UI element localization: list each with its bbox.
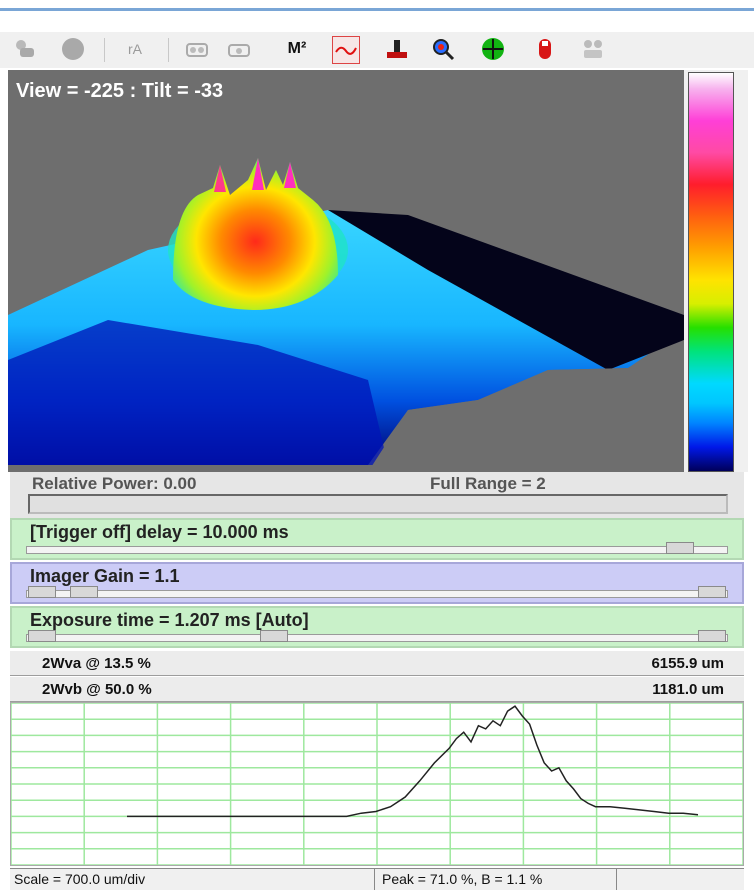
faded-cameras-icon[interactable] <box>580 36 606 62</box>
profile-curve-icon[interactable] <box>332 36 360 64</box>
toolbar-separator <box>168 38 169 62</box>
zoom-icon[interactable] <box>430 36 456 62</box>
view-tilt-label: View = -225 : Tilt = -33 <box>16 80 224 102</box>
toolbar <box>0 32 754 68</box>
measurement-value: 1181.0 um <box>652 681 724 698</box>
layers-icon[interactable] <box>12 36 38 62</box>
imager-gain-label: Imager Gain = 1.1 <box>30 566 180 586</box>
stage-icon[interactable] <box>384 36 410 62</box>
measurement-label: 2Wvb @ 50.0 % <box>42 681 152 698</box>
crosshair-icon[interactable] <box>480 36 506 62</box>
peak-label: Peak = 71.0 %, B = 1.1 % <box>382 871 543 887</box>
window-top-border <box>0 8 754 11</box>
footer-divider <box>616 869 617 890</box>
beam-3d-surface <box>8 158 684 472</box>
exposure-label: Exposure time = 1.207 ms [Auto] <box>30 610 309 630</box>
exposure-control: Exposure time = 1.207 ms [Auto] <box>10 606 744 648</box>
scale-label: Scale = 700.0 um/div <box>14 871 146 887</box>
m2-icon[interactable]: M² <box>284 36 310 62</box>
m2-label: M² <box>287 40 307 57</box>
colorbar-panel <box>684 70 748 472</box>
profile-curve <box>127 705 699 818</box>
beam-3d-view[interactable]: View = -225 : Tilt = -33 <box>8 70 684 472</box>
trigger-slider-track[interactable] <box>26 546 728 554</box>
plot-footer: Scale = 700.0 um/div Peak = 71.0 %, B = … <box>10 868 744 890</box>
trigger-slider-thumb[interactable] <box>666 542 694 554</box>
imager-gain-control: Imager Gain = 1.1 <box>10 562 744 604</box>
circle-icon[interactable] <box>60 36 86 62</box>
measurement-label: 2Wva @ 13.5 % <box>42 655 151 672</box>
gain-slider-end[interactable] <box>698 586 726 598</box>
intensity-colorbar <box>688 72 734 472</box>
gain-slider-track[interactable] <box>26 590 728 598</box>
gain-slider-thumb-2[interactable] <box>70 586 98 598</box>
toolbar-separator <box>104 38 105 62</box>
exposure-slider-thumb[interactable] <box>28 630 56 642</box>
measurement-row-vb: 2Wvb @ 50.0 % 1181.0 um <box>10 676 744 702</box>
ra-label: rA <box>128 41 142 57</box>
relative-power-label: Relative Power: 0.00 <box>32 474 197 493</box>
ra-icon[interactable]: rA <box>122 36 148 62</box>
gain-slider-thumb[interactable] <box>28 586 56 598</box>
red-bulb-icon[interactable] <box>532 36 558 62</box>
trigger-label: [Trigger off] delay = 10.000 ms <box>30 522 289 542</box>
exposure-slider-end[interactable] <box>698 630 726 642</box>
exposure-slider-track[interactable] <box>26 634 728 642</box>
camera-alt-icon[interactable] <box>226 36 252 62</box>
full-range-label: Full Range = 2 <box>430 474 546 493</box>
camera-icon[interactable] <box>184 36 210 62</box>
status-panel: Relative Power: 0.00 Full Range = 2 <box>10 472 744 518</box>
trigger-control: [Trigger off] delay = 10.000 ms <box>10 518 744 560</box>
exposure-slider-thumb-2[interactable] <box>260 630 288 642</box>
measurement-row-va: 2Wva @ 13.5 % 6155.9 um <box>10 650 744 676</box>
footer-divider <box>374 869 375 890</box>
beam-profile-plot <box>10 702 744 866</box>
relative-power-bar <box>28 494 728 514</box>
measurement-value: 6155.9 um <box>651 655 724 672</box>
profile-svg <box>11 703 743 865</box>
